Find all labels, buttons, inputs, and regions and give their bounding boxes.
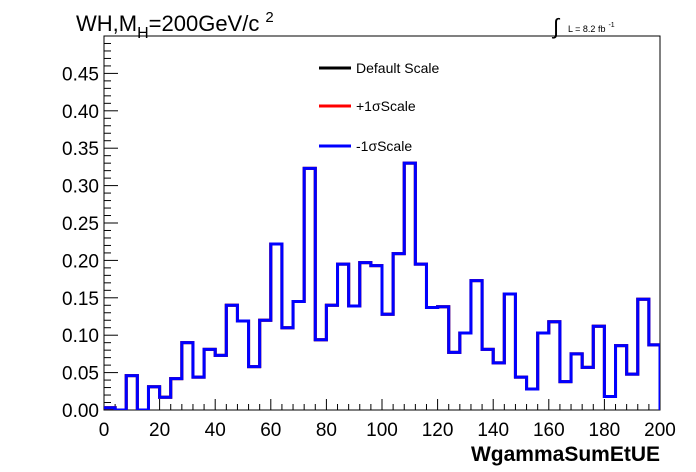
x-tick-label: 60 [260,420,281,441]
y-tick-label: 0.05 [62,364,99,385]
chart-title: WH,MH=200GeV/c 2 [76,9,274,42]
x-tick-label: 40 [205,420,226,441]
x-tick-label: 20 [149,420,170,441]
series-group [104,161,660,410]
luminosity-label: L = 8.2 fb -1 [568,22,615,34]
y-tick-label: 0.10 [62,326,99,347]
legend: Default Scale +1σScale -1σScale [319,60,439,154]
x-tick-label: 0 [99,420,110,441]
legend-label: Default Scale [356,60,439,76]
y-tick-label: 0.30 [62,177,99,198]
title-superscript: 2 [265,9,273,26]
x-axis: 0 20 40 60 80 100 120 140 160 180 200 [99,399,676,441]
y-tick-label: 0.15 [62,289,99,310]
integral-sign: ∫ [551,14,561,39]
series-line [104,161,660,410]
luminosity-text: L = 8.2 fb [568,24,605,34]
x-tick-label: 180 [589,420,621,441]
y-tick-label: 0.25 [62,214,99,235]
title-subscript: H [137,25,149,42]
x-tick-label: 200 [644,420,676,441]
x-tick-label: 80 [316,420,337,441]
luminosity-superscript: -1 [608,22,614,29]
y-tick-label: 0.00 [62,401,99,422]
x-tick-label: 100 [366,420,398,441]
x-tick-label: 120 [422,420,454,441]
y-axis: 0.00 0.05 0.10 0.15 0.20 0.25 0.30 0.35 0.40 0.45 [62,35,118,422]
y-tick-label: 0.35 [62,139,99,160]
x-axis-title: WgammaSumEtUE [471,443,660,466]
legend-label: +1σScale [356,98,416,114]
title-main: WH,M [76,11,137,36]
y-tick-label: 0.20 [62,251,99,272]
title-rest: =200GeV/c [149,11,260,36]
y-tick-label: 0.45 [62,64,99,85]
x-tick-label: 140 [477,420,509,441]
legend-label: -1σScale [356,138,412,154]
y-tick-label: 0.40 [62,102,99,123]
x-tick-label: 160 [533,420,565,441]
